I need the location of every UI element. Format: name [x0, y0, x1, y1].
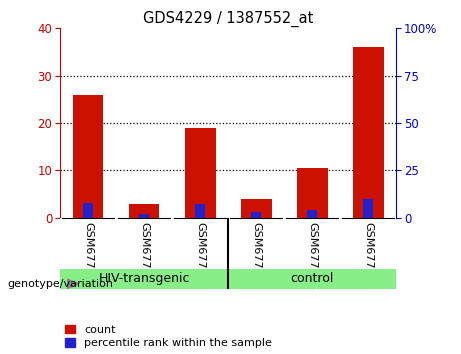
Bar — [72, 95, 103, 218]
Bar — [185, 128, 216, 218]
Bar — [241, 199, 272, 218]
Bar — [307, 210, 317, 218]
Text: GSM677394: GSM677394 — [307, 222, 317, 290]
Bar — [83, 202, 93, 218]
Text: GSM677390: GSM677390 — [83, 222, 93, 290]
Text: genotype/variation: genotype/variation — [7, 279, 113, 289]
Bar — [251, 212, 261, 218]
Bar — [195, 205, 205, 218]
Text: control: control — [290, 272, 334, 285]
Text: GSM677392: GSM677392 — [195, 222, 205, 290]
Text: GSM677393: GSM677393 — [251, 222, 261, 290]
Text: GSM677391: GSM677391 — [139, 222, 149, 290]
Title: GDS4229 / 1387552_at: GDS4229 / 1387552_at — [143, 11, 313, 27]
Legend: count, percentile rank within the sample: count, percentile rank within the sample — [65, 325, 272, 348]
Bar — [297, 168, 328, 218]
Bar — [129, 204, 160, 218]
Text: HIV-transgenic: HIV-transgenic — [98, 272, 190, 285]
Text: GSM677395: GSM677395 — [363, 222, 373, 290]
Bar — [60, 269, 228, 289]
Bar — [363, 199, 373, 218]
Bar — [228, 269, 396, 289]
Bar — [353, 47, 384, 218]
Polygon shape — [67, 279, 78, 289]
Bar — [139, 214, 149, 218]
